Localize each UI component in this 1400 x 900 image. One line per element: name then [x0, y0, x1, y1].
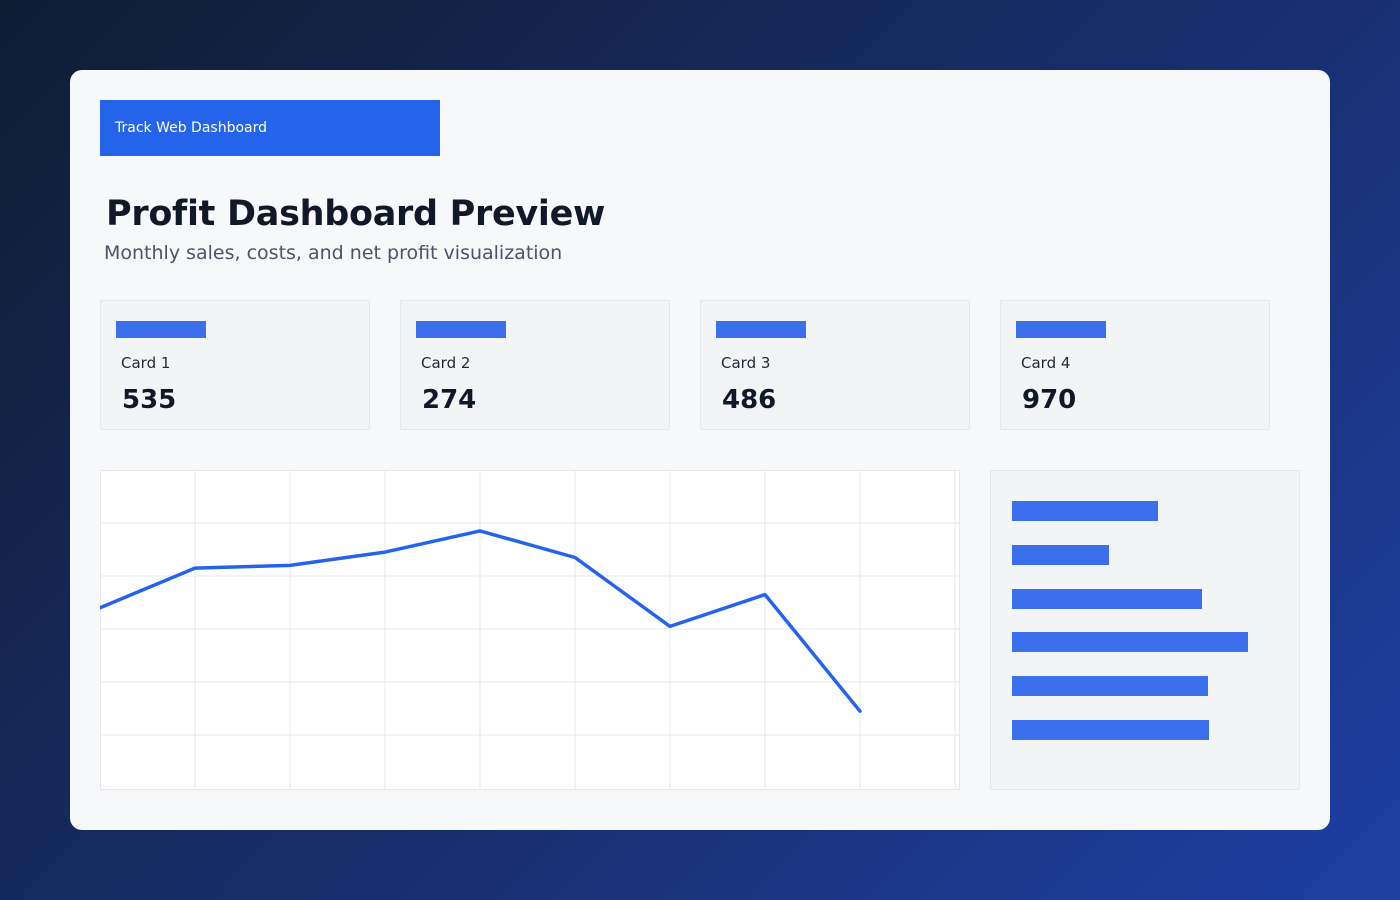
brand-label: Track Web Dashboard — [115, 120, 268, 136]
card-label: Card 1 — [121, 354, 171, 372]
page-subtitle: Monthly sales, costs, and net profit vis… — [104, 242, 563, 264]
card-value: 970 — [1022, 385, 1077, 415]
card-value: 535 — [122, 385, 177, 415]
card-accent — [1016, 321, 1106, 338]
bar-4 — [1012, 632, 1248, 653]
bar-2 — [1012, 544, 1109, 565]
series-line — [100, 529, 862, 713]
page-title: Profit Dashboard Preview — [106, 194, 606, 234]
card-accent — [716, 321, 806, 338]
stat-card-1[interactable]: Card 1 535 — [100, 300, 370, 430]
card-accent — [116, 321, 206, 338]
bar-3 — [1012, 588, 1202, 609]
card-label: Card 4 — [1021, 354, 1071, 372]
bar-5 — [1012, 676, 1208, 697]
stat-card-3[interactable]: Card 3 486 — [700, 300, 970, 430]
bar-1 — [1012, 501, 1158, 521]
card-value: 486 — [722, 385, 777, 415]
dashboard-panel: Track Web Dashboard Profit Dashboard Pre… — [70, 70, 1330, 830]
stat-card-2[interactable]: Card 2 274 — [400, 300, 670, 430]
line-chart-svg — [100, 470, 960, 790]
card-accent — [416, 321, 506, 338]
stat-card-4[interactable]: Card 4 970 — [1000, 300, 1270, 430]
line-chart[interactable] — [100, 470, 960, 790]
bar-6 — [1012, 720, 1209, 740]
brand-bar[interactable]: Track Web Dashboard — [100, 100, 440, 156]
card-label: Card 3 — [721, 354, 771, 372]
bar-chart[interactable] — [990, 470, 1300, 790]
card-value: 274 — [422, 385, 477, 415]
card-label: Card 2 — [421, 354, 471, 372]
